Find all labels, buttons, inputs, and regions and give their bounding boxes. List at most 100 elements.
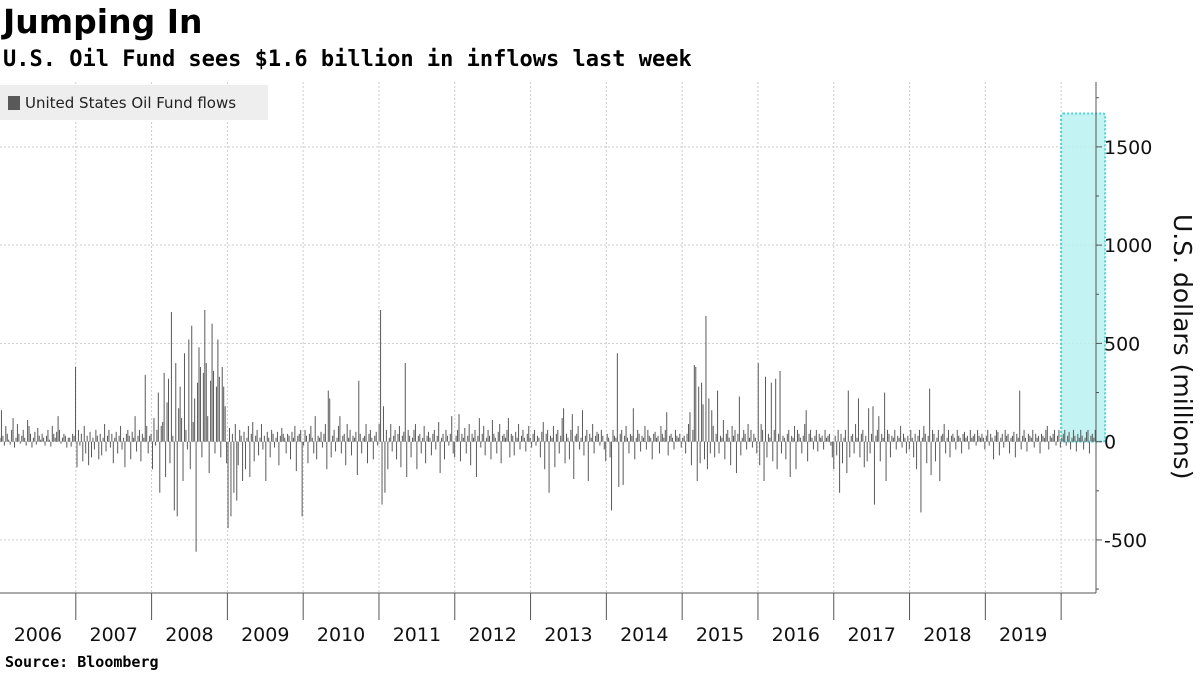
bar (336, 437, 338, 442)
bar (496, 441, 498, 454)
bar (152, 441, 154, 470)
bar (400, 441, 402, 468)
bar (869, 441, 871, 454)
bar (738, 396, 740, 442)
bar (358, 380, 360, 442)
bar (490, 441, 492, 460)
bar (895, 441, 897, 450)
bar (608, 437, 610, 442)
bar (820, 437, 822, 442)
bar (416, 441, 418, 470)
bar (955, 441, 957, 450)
bar (156, 429, 158, 442)
bar (879, 441, 881, 462)
bar (1049, 435, 1051, 442)
bar (534, 429, 536, 442)
bar (579, 441, 581, 450)
x-tick-label: 2006 (14, 624, 62, 646)
bar (863, 441, 865, 468)
bar (214, 441, 216, 454)
bar (818, 433, 820, 442)
bar (824, 429, 826, 442)
bar (939, 441, 941, 481)
bar (609, 441, 611, 458)
bar (438, 422, 440, 442)
y-tick-label: 1000 (1104, 235, 1152, 257)
bar (699, 441, 701, 464)
bar (744, 433, 746, 442)
bar (30, 433, 32, 442)
bar (908, 441, 910, 450)
bar (398, 425, 400, 442)
bar (544, 441, 546, 470)
bar (805, 410, 807, 442)
bar (54, 437, 56, 442)
bar (35, 441, 37, 445)
bar (234, 423, 236, 442)
bar (592, 423, 594, 442)
bar (981, 433, 983, 442)
bar (117, 441, 119, 454)
bar (385, 429, 387, 442)
bar (76, 441, 78, 468)
bar (414, 423, 416, 442)
bar (9, 441, 11, 445)
bar (157, 392, 159, 442)
bar (794, 425, 796, 442)
bar (810, 429, 812, 442)
bar (871, 433, 873, 442)
bar (93, 441, 95, 450)
bar (80, 433, 82, 442)
bar (669, 435, 671, 442)
bar (1007, 433, 1009, 442)
bar (199, 366, 201, 442)
bar (872, 406, 874, 442)
x-tick-label: 2010 (317, 624, 365, 646)
bar (231, 433, 233, 442)
bar (124, 441, 126, 468)
bar (83, 425, 85, 442)
bar (465, 441, 467, 454)
bar (455, 435, 457, 442)
x-tick-label: 2016 (772, 624, 820, 646)
bar (85, 441, 87, 454)
bar (596, 431, 598, 442)
bar (2, 435, 4, 442)
bar (1052, 433, 1054, 442)
bar (489, 435, 491, 442)
bar (1071, 437, 1073, 442)
bar (114, 437, 116, 442)
bar (795, 441, 797, 470)
bar (1077, 433, 1079, 442)
bar (667, 441, 669, 456)
bar (27, 420, 29, 442)
bar (321, 441, 323, 448)
bar (147, 441, 149, 454)
bar (526, 433, 528, 442)
bar (779, 370, 781, 442)
bar (1059, 441, 1061, 448)
bar (692, 429, 694, 442)
legend-swatch (8, 95, 20, 110)
bar (468, 423, 470, 442)
bar (888, 433, 890, 442)
bar (921, 437, 923, 442)
bar (597, 433, 599, 442)
bar (708, 398, 710, 442)
bar (600, 429, 602, 442)
bar (965, 437, 967, 442)
bar (64, 435, 66, 442)
bar (1072, 429, 1074, 442)
bar (368, 433, 370, 442)
bar (873, 441, 875, 505)
bar (108, 429, 110, 442)
bar (516, 437, 518, 442)
bar (242, 441, 244, 481)
bar (67, 437, 69, 442)
bar (481, 433, 483, 442)
bar (1048, 441, 1050, 450)
bar (24, 437, 26, 442)
bar (475, 441, 477, 478)
bar (189, 441, 191, 470)
bar (480, 441, 482, 448)
